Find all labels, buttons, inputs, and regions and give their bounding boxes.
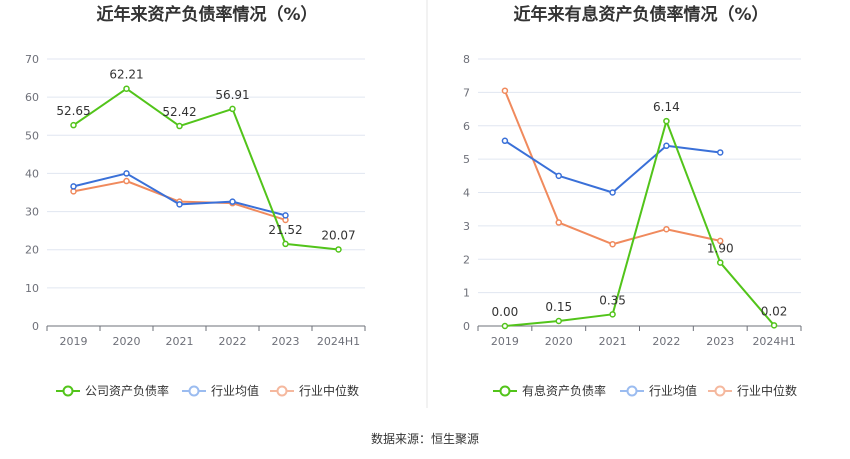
data-label: 56.91 bbox=[215, 88, 249, 102]
data-point bbox=[501, 322, 509, 330]
data-point bbox=[609, 189, 616, 196]
data-point bbox=[555, 317, 562, 325]
data-point bbox=[70, 121, 77, 129]
data-label: 0.00 bbox=[492, 305, 519, 319]
data-point bbox=[176, 201, 183, 208]
y-tick-label: 3 bbox=[463, 220, 470, 233]
data-point bbox=[663, 142, 670, 150]
y-tick-label: 60 bbox=[25, 91, 39, 104]
x-tick-label: 2021 bbox=[599, 335, 627, 348]
y-tick-label: 5 bbox=[463, 153, 470, 166]
data-label: 52.42 bbox=[162, 105, 196, 119]
y-tick-label: 4 bbox=[463, 187, 470, 200]
x-tick-label: 2019 bbox=[491, 335, 519, 348]
data-point bbox=[609, 311, 616, 318]
data-point bbox=[770, 322, 778, 329]
x-tick-label: 2022 bbox=[652, 335, 680, 348]
legend-label: 有息资产负债率 bbox=[522, 383, 606, 398]
x-tick-label: 2020 bbox=[545, 335, 573, 348]
data-label: 0.02 bbox=[761, 304, 788, 318]
chart-title: 近年来有息资产负债率情况（%） bbox=[513, 4, 768, 25]
y-tick-label: 70 bbox=[25, 53, 39, 66]
data-point bbox=[335, 246, 342, 253]
legend-marker bbox=[188, 385, 200, 397]
legend-marker bbox=[499, 385, 511, 397]
y-tick-label: 40 bbox=[25, 167, 39, 180]
chart-interest-bearing-debt-ratio: 近年来有息资产负债率情况（%） 0 1 2 3 4 5 6 7 8 2019 2020 2021 202… bbox=[463, 4, 802, 398]
data-label: 21.52 bbox=[268, 223, 302, 237]
data-point bbox=[663, 225, 670, 233]
data-point bbox=[123, 85, 130, 92]
y-tick-label: 8 bbox=[463, 53, 470, 66]
data-point bbox=[555, 172, 562, 180]
legend-marker bbox=[276, 385, 288, 397]
data-label: 62.21 bbox=[109, 68, 143, 82]
x-tick-label: 2022 bbox=[219, 335, 247, 348]
data-point bbox=[282, 240, 289, 248]
x-tick-label: 2021 bbox=[166, 335, 194, 348]
legend-label: 行业均值 bbox=[211, 383, 259, 398]
x-tick-label: 2023 bbox=[706, 335, 734, 348]
x-tick-label: 2023 bbox=[272, 335, 300, 348]
x-tick-label: 2024H1 bbox=[752, 335, 795, 348]
data-point bbox=[609, 240, 616, 248]
data-label: 6.14 bbox=[653, 100, 680, 114]
y-tick-label: 0 bbox=[32, 320, 39, 333]
data-point bbox=[501, 87, 509, 94]
data-point bbox=[123, 177, 130, 185]
data-label: 52.65 bbox=[56, 104, 90, 118]
data-point bbox=[229, 105, 236, 113]
data-point bbox=[229, 198, 236, 205]
data-point bbox=[282, 212, 289, 219]
data-point bbox=[70, 183, 77, 190]
x-tick-label: 2024H1 bbox=[317, 335, 360, 348]
data-point bbox=[501, 137, 509, 145]
legend-label: 公司资产负债率 bbox=[85, 383, 169, 398]
data-label: 0.15 bbox=[545, 300, 572, 314]
y-tick-label: 0 bbox=[463, 320, 470, 333]
legend-marker bbox=[62, 385, 74, 397]
data-point bbox=[717, 149, 724, 156]
y-tick-label: 1 bbox=[463, 287, 470, 300]
data-point bbox=[717, 237, 724, 245]
y-tick-label: 10 bbox=[25, 282, 39, 295]
y-tick-label: 6 bbox=[463, 120, 470, 133]
legend-label: 行业均值 bbox=[649, 383, 697, 398]
x-tick-label: 2020 bbox=[113, 335, 141, 348]
y-tick-label: 20 bbox=[25, 244, 39, 257]
y-tick-label: 2 bbox=[463, 253, 470, 266]
legend-marker bbox=[626, 385, 638, 397]
series-line bbox=[504, 139, 721, 194]
data-point bbox=[176, 122, 183, 130]
data-point bbox=[555, 219, 562, 226]
chart-title: 近年来资产负债率情况（%） bbox=[96, 4, 317, 25]
chart-debt-ratio: 近年来资产负债率情况（%） 0 10 20 30 40 50 60 70 2019 2020 202… bbox=[25, 4, 366, 398]
data-point bbox=[717, 259, 724, 266]
data-point bbox=[663, 117, 670, 125]
y-tick-label: 7 bbox=[463, 86, 470, 99]
legend-label: 行业中位数 bbox=[299, 383, 359, 398]
legend-label: 行业中位数 bbox=[737, 383, 797, 398]
series-line bbox=[503, 90, 721, 246]
data-point bbox=[123, 170, 130, 177]
y-tick-label: 30 bbox=[25, 206, 39, 219]
series-line bbox=[72, 87, 339, 251]
data-label: 20.07 bbox=[321, 228, 355, 242]
data-label: 0.35 bbox=[599, 293, 626, 307]
y-tick-label: 50 bbox=[25, 129, 39, 142]
data-label: 1.90 bbox=[707, 242, 734, 256]
x-tick-label: 2019 bbox=[60, 335, 88, 348]
data-source-note: 数据来源：恒生聚源 bbox=[371, 431, 479, 446]
series-line bbox=[504, 120, 775, 327]
legend-marker bbox=[714, 385, 726, 397]
